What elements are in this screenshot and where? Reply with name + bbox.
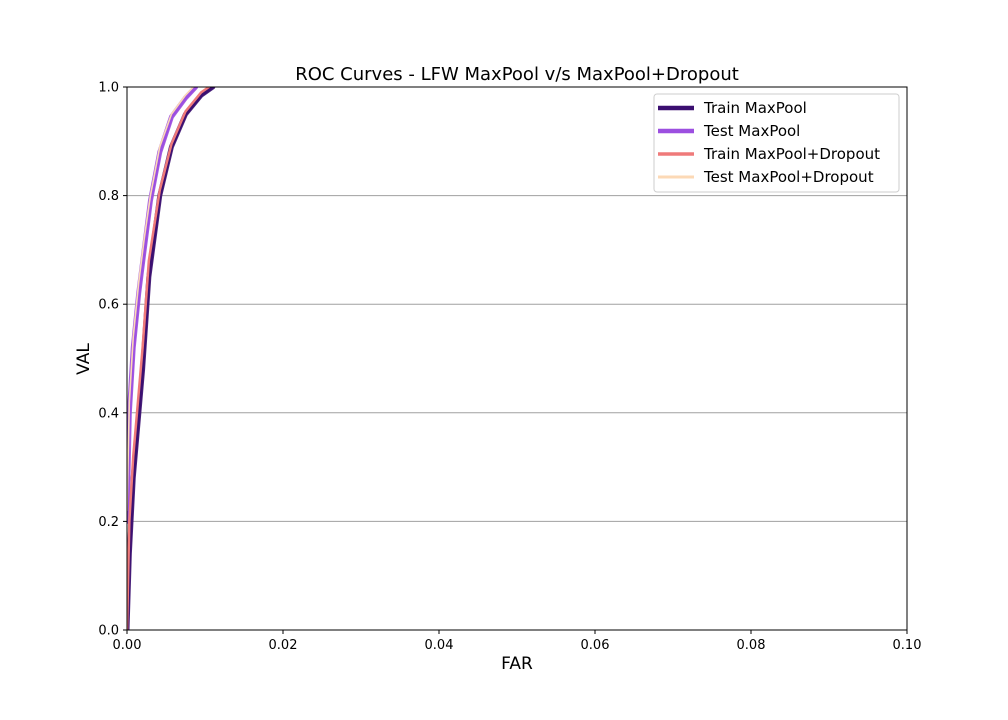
x-tick-label: 0.04 [425, 638, 454, 653]
y-tick-label: 0.8 [98, 189, 119, 204]
y-tick-label: 1.0 [98, 81, 119, 96]
x-tick-label: 0.06 [581, 638, 610, 653]
x-tick-label: 0.08 [737, 638, 766, 653]
legend: Train MaxPool Test MaxPool Train MaxPool+D… [653, 93, 900, 193]
legend-box [653, 93, 900, 193]
x-tick-label: 0.10 [893, 638, 922, 653]
plot-frame [126, 86, 908, 631]
series-line-train-maxpool-dropout [127, 87, 211, 630]
x-axis-title: FAR [501, 654, 533, 674]
y-tick-label: 0.2 [98, 515, 119, 530]
series-lines [127, 87, 216, 630]
series-line-train-maxpool [127, 87, 215, 630]
legend-label-train-maxpool-dropout: Train MaxPool+Dropout [703, 145, 880, 163]
chart-title: ROC Curves - LFW MaxPool v/s MaxPool+Dro… [295, 64, 739, 85]
axis-ticks: 0.0 0.2 0.4 0.6 0.8 1.0 0.00 0.02 0.04 0.06 0.08 0.… [98, 81, 921, 654]
series-line-train-maxpool-outline [127, 87, 216, 630]
legend-label-train-maxpool: Train MaxPool [703, 99, 807, 117]
x-tick-label: 0.02 [269, 638, 298, 653]
y-tick-label: 0.0 [98, 624, 119, 639]
legend-label-test-maxpool: Test MaxPool [703, 122, 800, 140]
x-tick-label: 0.00 [113, 638, 142, 653]
y-axis-title: VAL [74, 343, 94, 375]
series-line-test-maxpool-dropout [127, 87, 195, 512]
y-tick-label: 0.6 [98, 298, 119, 313]
legend-label-test-maxpool-dropout: Test MaxPool+Dropout [703, 168, 874, 186]
y-tick-label: 0.4 [98, 406, 119, 421]
